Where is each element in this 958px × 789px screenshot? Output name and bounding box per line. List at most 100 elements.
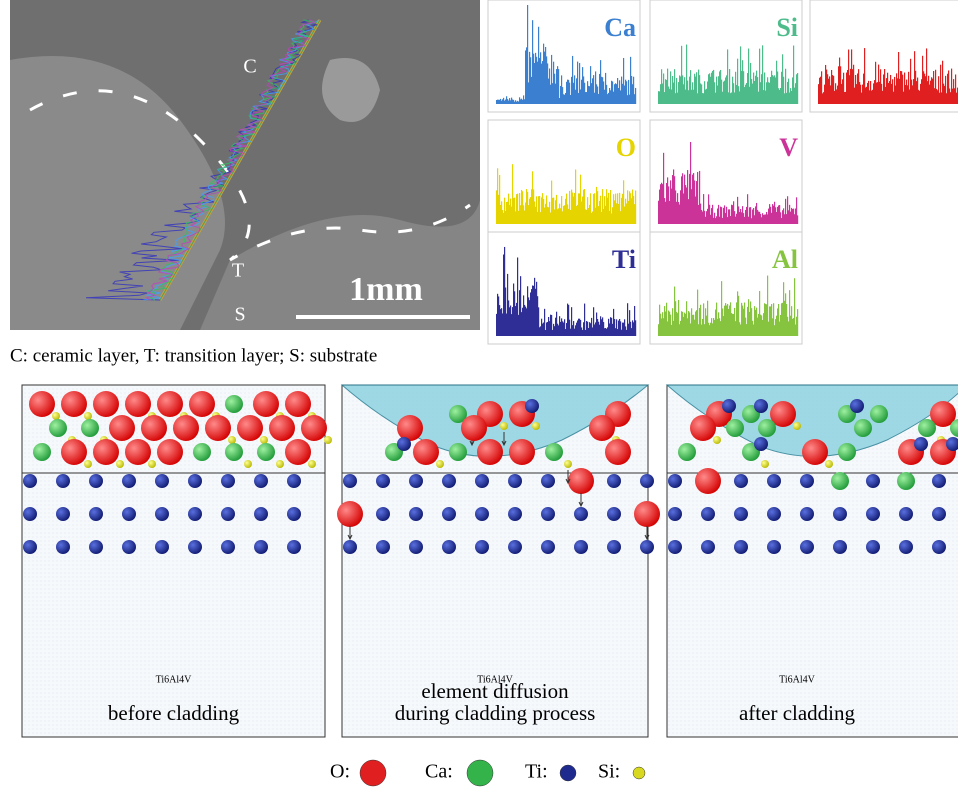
scan-bar [752, 209, 754, 224]
scan-bar [502, 99, 504, 104]
scan-bar [739, 91, 741, 104]
scan-bar [869, 90, 871, 104]
scan-bar [619, 318, 621, 336]
scan-bar [708, 74, 710, 104]
scan-bar [563, 322, 565, 336]
scan-bar [544, 308, 546, 336]
scan-bar [683, 193, 685, 224]
scan-bar [605, 327, 607, 336]
scan-bar [587, 197, 589, 224]
scan-bar [863, 73, 865, 104]
scan-bar [590, 323, 592, 336]
scan-bar [701, 209, 703, 224]
scan-bar [914, 51, 916, 104]
scan-bar [790, 211, 792, 224]
scan-bar [606, 189, 608, 224]
scan-bar [776, 315, 778, 336]
scan-bar [565, 93, 567, 104]
atom [61, 439, 87, 465]
scan-bar [862, 84, 864, 104]
scan-bar [697, 93, 699, 104]
atom [850, 399, 864, 413]
atom [436, 460, 444, 468]
arrow-head [501, 440, 507, 447]
scan-bar [694, 180, 696, 224]
scan-bar [508, 100, 510, 104]
scan-bar [629, 310, 631, 336]
scan-bar [729, 305, 731, 336]
scan-bar [518, 210, 520, 224]
atom [734, 540, 748, 554]
atom [23, 540, 37, 554]
scan-bar [852, 69, 854, 104]
scan-bar [591, 317, 593, 336]
scan-bar [594, 324, 596, 336]
scan-bar [658, 91, 660, 104]
scan-bar [497, 168, 499, 224]
scan-bar [792, 318, 794, 336]
scan-bar [837, 85, 839, 104]
arrow-head [565, 478, 571, 485]
scan-bar [537, 61, 539, 104]
scan-bar [787, 316, 789, 336]
element-label: O [616, 133, 636, 162]
scan-bar [714, 319, 716, 336]
atom [148, 460, 156, 468]
scan-bar [741, 302, 743, 336]
scan-bar [503, 254, 505, 336]
scan-bar [589, 86, 591, 104]
scan-bar [585, 92, 587, 104]
scan-bar [632, 320, 634, 336]
line-scan: O [487, 119, 641, 233]
scan-bar [529, 198, 531, 224]
scan-bar [582, 329, 584, 336]
scan-bar [746, 206, 748, 224]
scan-bar [548, 78, 550, 104]
scan-bar [836, 89, 838, 104]
scan-bar [778, 303, 780, 336]
scan-bar [539, 196, 541, 224]
scan-bar [826, 69, 828, 104]
atom [607, 507, 621, 521]
scan-bar [498, 296, 500, 336]
scan-bar [513, 198, 515, 224]
scan-bar [747, 306, 749, 336]
scan-bar [797, 73, 799, 104]
scan-bar [611, 80, 613, 104]
scan-bar [677, 92, 679, 104]
scan-bar [608, 92, 610, 104]
atom [409, 507, 423, 521]
scan-bar [668, 186, 670, 224]
scan-bar [575, 169, 577, 224]
scan-bar [510, 100, 512, 104]
scan-bar [742, 60, 744, 104]
scan-bar [726, 206, 728, 224]
scan-bar [671, 89, 673, 104]
scan-bar [560, 321, 562, 336]
scan-bar [765, 90, 767, 104]
scan-bar [858, 69, 860, 104]
sem-label: T [232, 260, 244, 282]
arrow-head [644, 534, 650, 541]
scan-bar [678, 202, 680, 224]
scan-bar [771, 70, 773, 104]
atom [93, 439, 119, 465]
scan-bar [635, 190, 637, 224]
scan-bar [502, 210, 504, 224]
scan-bar [579, 193, 581, 224]
scan-bar [904, 72, 906, 104]
scan-bar [710, 322, 712, 336]
scan-bar [509, 98, 511, 104]
scan-bar [710, 214, 712, 224]
scan-bar [520, 276, 522, 336]
scan-bar [670, 180, 672, 224]
scan-bar [549, 321, 551, 336]
scan-bar [701, 324, 703, 336]
scan-bar [720, 69, 722, 104]
scan-bar [931, 77, 933, 104]
scan-bar [692, 82, 694, 104]
sem-label: C [243, 56, 256, 78]
scan-bar [751, 218, 753, 224]
scan-bar [620, 211, 622, 224]
scan-bar [916, 81, 918, 104]
